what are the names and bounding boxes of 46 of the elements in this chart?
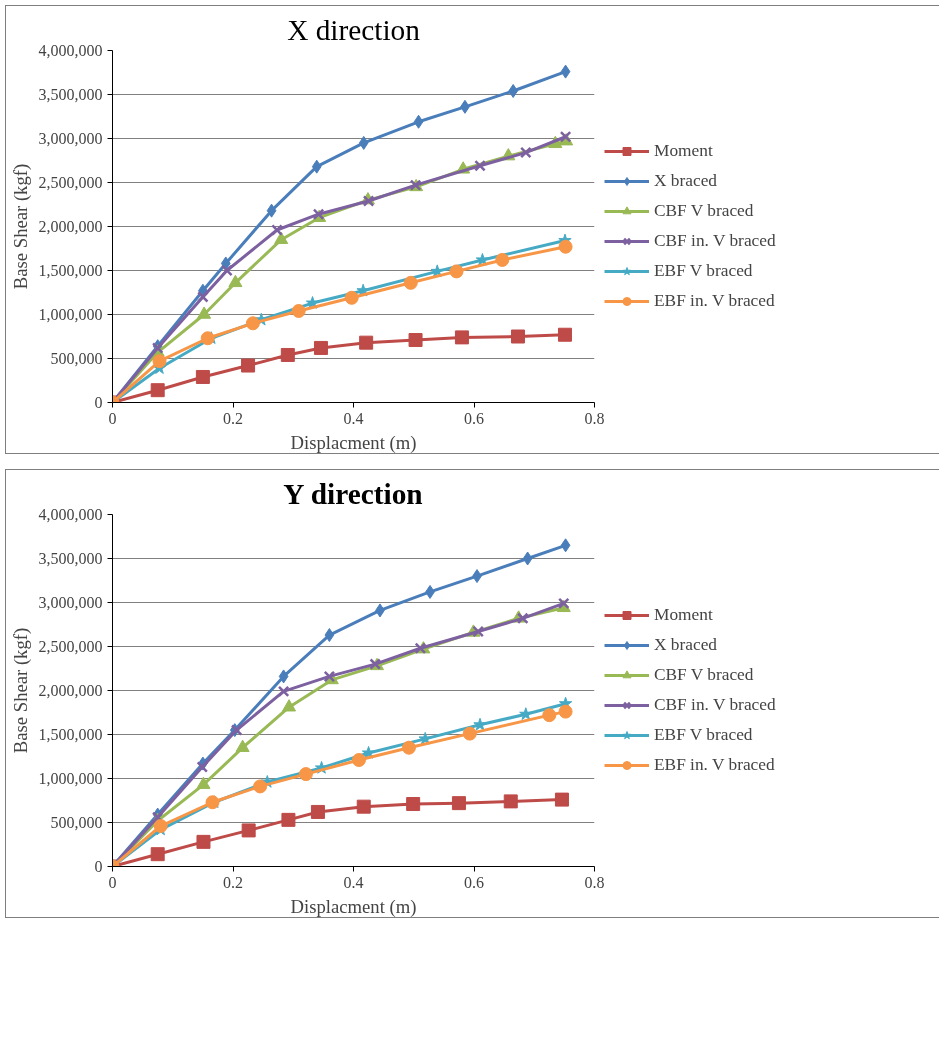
- y-tick-label: 3,000,000: [38, 594, 103, 611]
- legend-label: CBF in. V braced: [654, 695, 776, 715]
- x-tick-label: 0: [108, 873, 117, 891]
- y-tick-label: 1,500,000: [38, 262, 103, 279]
- y-tick-label: 1,000,000: [38, 770, 103, 787]
- y-tick-label: 500,000: [50, 814, 103, 831]
- y-tick-label: 500,000: [50, 350, 103, 367]
- x-tick-label: 0.2: [223, 409, 243, 427]
- chart-title: Y direction: [283, 477, 423, 510]
- x-tick-label: 0.4: [343, 873, 364, 891]
- chart-title: X direction: [287, 13, 421, 46]
- x-tick-label: 0.2: [223, 873, 243, 891]
- y-tick-label: 1,000,000: [38, 306, 103, 323]
- y-tick-label: 3,500,000: [38, 550, 103, 567]
- legend-label: EBF in. V braced: [654, 755, 775, 775]
- legend-label: Moment: [654, 141, 713, 161]
- y-tick-label: 2,000,000: [38, 218, 103, 235]
- legend-label: CBF V braced: [654, 665, 754, 685]
- legend-label: EBF V braced: [654, 725, 753, 745]
- legend-label: CBF V braced: [654, 201, 754, 221]
- y-tick-label: 3,000,000: [38, 130, 103, 147]
- x-tick-label: 0.6: [464, 873, 484, 891]
- legend-label: X braced: [654, 635, 718, 655]
- legend-label: Moment: [654, 605, 713, 625]
- y-tick-label: 4,000,000: [38, 42, 103, 59]
- legend-label: X braced: [654, 171, 718, 191]
- x-tick-label: 0.8: [584, 409, 605, 427]
- y-axis-title: Base Shear (kgf): [9, 627, 32, 754]
- y-tick-label: 3,500,000: [38, 86, 103, 103]
- y-axis-title: Base Shear (kgf): [9, 163, 32, 290]
- y-tick-label: 2,500,000: [38, 638, 103, 655]
- x-tick-label: 0.4: [343, 409, 364, 427]
- x-tick-label: 0.6: [464, 409, 484, 427]
- y-tick-label: 1,500,000: [38, 726, 103, 743]
- y-tick-label: 0: [94, 858, 103, 875]
- x-axis-title: Displacment (m): [290, 895, 417, 918]
- y-tick-label: 2,500,000: [38, 174, 103, 191]
- legend-label: CBF in. V braced: [654, 231, 776, 251]
- x-axis-title: Displacment (m): [290, 431, 417, 454]
- x-tick-label: 0.8: [584, 873, 605, 891]
- legend-label: EBF in. V braced: [654, 291, 775, 311]
- y-tick-label: 2,000,000: [38, 682, 103, 699]
- y-tick-label: 4,000,000: [38, 506, 103, 523]
- legend-label: EBF V braced: [654, 261, 753, 281]
- y-tick-label: 0: [94, 394, 103, 411]
- x-tick-label: 0: [108, 409, 117, 427]
